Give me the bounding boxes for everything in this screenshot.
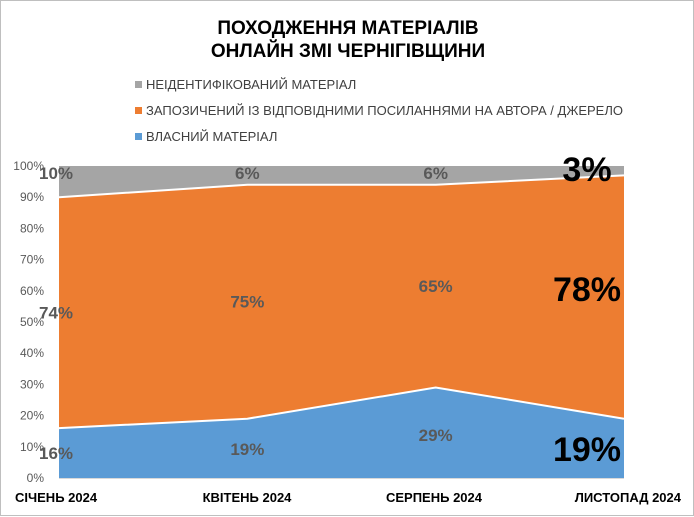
y-tick-5: 50% <box>20 315 44 329</box>
y-tick-6: 60% <box>20 284 44 298</box>
y-tick-8: 80% <box>20 221 44 235</box>
data-label-s2-1: 6% <box>235 164 260 183</box>
legend-label-2: НЕІДЕНТИФІКОВАНИЙ МАТЕРІАЛ <box>146 77 356 92</box>
y-tick-4: 40% <box>20 346 44 360</box>
data-label-s0-2: 29% <box>419 426 453 445</box>
y-tick-9: 90% <box>20 190 44 204</box>
chart-title-line-1: ПОХОДЖЕННЯ МАТЕРІАЛІВ <box>217 18 478 39</box>
data-label-s2-2: 6% <box>423 164 448 183</box>
data-label-s0-3: 19% <box>553 431 621 469</box>
y-tick-2: 20% <box>20 409 44 423</box>
data-label-s1-3: 78% <box>553 271 621 309</box>
y-tick-3: 30% <box>20 377 44 391</box>
y-axis: 0% 10% 20% 30% 40% 50% 60% 70% 80% 90% 100% <box>13 159 44 485</box>
area-boundary-1 <box>58 174 625 199</box>
area-series-2 <box>59 166 624 198</box>
data-labels: 16% 19% 29% 19% 74% 75% 65% 78% 10% 6% 6% 3% <box>39 151 621 469</box>
data-label-s1-1: 75% <box>230 293 264 312</box>
legend-swatch-0 <box>135 133 142 140</box>
area-series-0 <box>59 387 624 478</box>
y-tick-7: 70% <box>20 253 44 267</box>
x-tick-2: СЕРПЕНЬ 2024 <box>386 490 483 505</box>
legend-label-0: ВЛАСНИЙ МАТЕРІАЛ <box>146 129 277 144</box>
data-label-s1-0: 74% <box>39 304 73 323</box>
legend-label-1: ЗАПОЗИЧЕНИЙ ІЗ ВІДПОВІДНИМИ ПОСИЛАННЯМИ … <box>146 103 623 118</box>
data-label-s2-0: 10% <box>39 164 73 183</box>
data-label-s1-2: 65% <box>419 277 453 296</box>
chart-title-line-2: ОНЛАЙН ЗМІ ЧЕРНІГІВЩИНИ <box>211 40 485 62</box>
legend: НЕІДЕНТИФІКОВАНИЙ МАТЕРІАЛ ЗАПОЗИЧЕНИЙ ІЗ… <box>135 77 623 144</box>
x-axis: СІЧЕНЬ 2024 КВІТЕНЬ 2024 СЕРПЕНЬ 2024 ЛИСТО… <box>15 490 682 505</box>
y-tick-0: 0% <box>27 471 45 485</box>
data-label-s0-1: 19% <box>230 440 264 459</box>
legend-swatch-1 <box>135 107 142 114</box>
x-tick-1: КВІТЕНЬ 2024 <box>203 490 293 505</box>
areas <box>58 166 625 479</box>
data-label-s2-3: 3% <box>562 151 611 189</box>
x-tick-0: СІЧЕНЬ 2024 <box>15 490 98 505</box>
data-label-s0-0: 16% <box>39 444 73 463</box>
x-tick-3: ЛИСТОПАД 2024 <box>575 490 682 505</box>
y-tick-1: 10% <box>20 440 44 454</box>
area-series-1 <box>59 175 624 429</box>
legend-swatch-2 <box>135 81 142 88</box>
area-boundary-0 <box>58 386 625 430</box>
y-tick-10: 100% <box>13 159 44 173</box>
